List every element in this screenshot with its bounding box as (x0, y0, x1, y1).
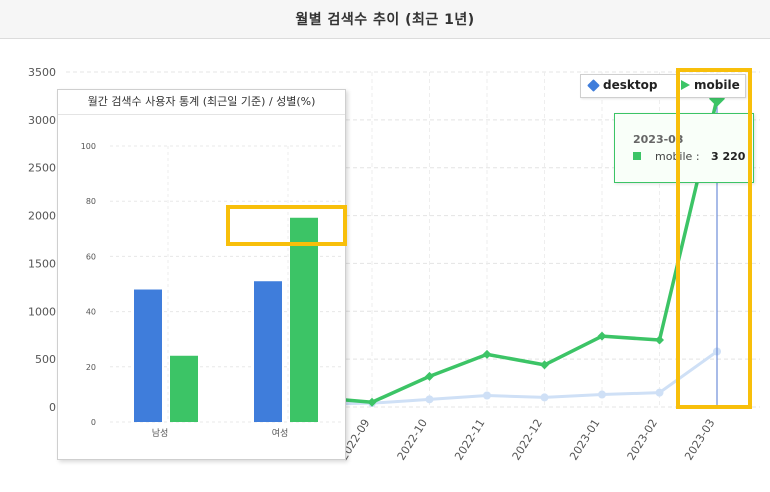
y-tick-label: 1500 (28, 257, 56, 270)
x-tick-label: 2023-02 (625, 417, 660, 463)
mobile-series-line (314, 98, 719, 404)
mobile-point (655, 335, 664, 345)
desktop-point (425, 395, 434, 404)
desktop-point (540, 393, 549, 402)
popup-y-tick-label: 60 (86, 252, 96, 261)
mobile-point (367, 397, 377, 407)
x-tick-label: 2022-11 (452, 417, 487, 463)
desktop-point (483, 391, 491, 400)
tooltip-series-name: mobile : (655, 150, 700, 163)
y-tick-label: 500 (35, 353, 56, 366)
y-tick-label: 1000 (28, 305, 56, 318)
mobile-point (540, 360, 549, 370)
mobile-point (482, 349, 492, 359)
y-tick-label: 3500 (28, 66, 56, 79)
highlight-box-female-bar (226, 205, 347, 246)
tooltip-value: 3 220 (711, 150, 746, 163)
popup-x-tick-label: 여성 (272, 427, 289, 439)
legend-label-desktop: desktop (603, 78, 658, 92)
y-tick-label: 0 (49, 401, 56, 414)
chart-header: 월별 검색수 추이 (최근 1년) (0, 0, 770, 39)
mobile-triangle-icon (681, 80, 690, 90)
desktop-point (598, 390, 606, 399)
legend-item-mobile[interactable]: mobile (681, 78, 740, 92)
y-tick-label: 2500 (28, 162, 56, 175)
y-tick-label: 3000 (28, 114, 56, 127)
desktop-series-line (314, 350, 718, 406)
popup-y-tick-label: 40 (86, 308, 96, 317)
legend-label-mobile: mobile (694, 78, 740, 92)
x-tick-label: 2023-01 (567, 417, 602, 463)
popup-bar-blue (254, 281, 282, 422)
popup-x-tick-label: 남성 (152, 428, 169, 439)
tooltip-date: 2023-03 (633, 133, 684, 146)
chart-legend: desktop mobile (580, 74, 746, 98)
x-tick-label: 2022-12 (510, 417, 545, 463)
x-tick-label: 2022-10 (395, 417, 430, 463)
popup-bar-green (170, 355, 198, 422)
desktop-point (655, 388, 664, 397)
legend-item-desktop[interactable]: desktop (587, 78, 658, 92)
gender-stats-popup: 월간 검색수 사용자 통계 (최근일 기준) / 성별(%) 0 20 40 60 80… (57, 89, 346, 460)
chart-title: 월별 검색수 추이 (최근 1년) (295, 12, 475, 28)
y-tick-label: 2000 (28, 210, 56, 223)
popup-title: 월간 검색수 사용자 통계 (최근일 기준) / 성별(%) (58, 90, 345, 115)
mobile-point (597, 331, 607, 341)
popup-y-tick-label: 80 (86, 197, 96, 206)
popup-y-tick-label: 20 (86, 363, 96, 372)
highlight-box-march (676, 68, 752, 409)
x-tick-label: 2023-03 (682, 417, 717, 463)
desktop-diamond-icon (587, 79, 600, 92)
popup-y-tick-label: 100 (81, 142, 96, 151)
gender-bar-chart: 0 20 40 60 80 100 남성 여성 (81, 142, 342, 439)
tooltip-series-swatch (633, 152, 641, 160)
popup-y-tick-label: 0 (91, 418, 96, 427)
popup-bar-blue (134, 289, 162, 422)
popup-bar-green (290, 217, 318, 422)
chart-tooltip: 2023-03 mobile : 3 220 (614, 113, 754, 183)
mobile-point (425, 371, 434, 381)
